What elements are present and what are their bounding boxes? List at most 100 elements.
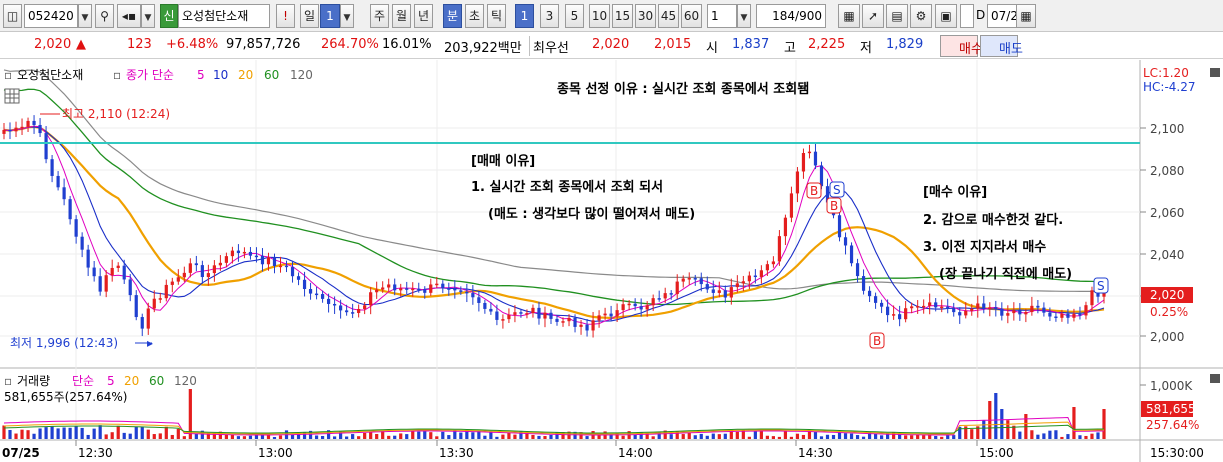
minute-60-button[interactable]: 60: [681, 4, 702, 28]
calendar-icon[interactable]: ▦: [1016, 4, 1036, 28]
stock-name-field[interactable]: 오성첨단소재: [178, 4, 270, 28]
d-checkbox[interactable]: [960, 4, 974, 28]
volume-bar: [194, 433, 198, 439]
interval-dropdown[interactable]: ▼: [737, 4, 751, 28]
minute-15-button[interactable]: 15: [612, 4, 633, 28]
volume-bar: [771, 436, 775, 439]
candle-body: [134, 295, 138, 318]
volume-bar: [687, 432, 691, 439]
volume-bar: [886, 433, 890, 439]
candle-body: [200, 265, 204, 278]
chart-toolbar: ◫ 052420 ▼ ⚲ ◂▪ ▼ 신 오성첨단소재 ! 일 1 ▼ 주 월 년…: [0, 0, 1223, 32]
svg-text:S: S: [1097, 279, 1105, 293]
volume-bar: [813, 431, 818, 439]
signal-sell-2[interactable]: S: [1093, 277, 1109, 294]
current-pct-tag-label: 0.25%: [1150, 305, 1188, 319]
candle-body: [735, 283, 739, 288]
candle-body: [813, 151, 818, 166]
candle-body: [224, 256, 229, 263]
stock-chart[interactable]: ▫ 오성첨단소재 ▫ 종가 단순 5 10 20 60 120 최고 2,110…: [0, 60, 1223, 462]
signal-buy-1[interactable]: B: [806, 182, 822, 199]
panel-menu-icon[interactable]: [1210, 68, 1220, 77]
sell-button[interactable]: 매도: [980, 35, 1023, 57]
volume-bar: [164, 426, 168, 439]
volume-bar: [272, 436, 277, 439]
indicator-icon[interactable]: ▦: [838, 4, 860, 28]
volume-bar: [777, 436, 782, 439]
minute-5-label: 5: [570, 9, 579, 23]
candle-body: [212, 265, 216, 274]
buy-button[interactable]: 매수: [940, 35, 983, 57]
candle-body: [561, 321, 565, 323]
minute-3-button[interactable]: 3: [540, 4, 559, 28]
annotation-trade-line2: (매도 : 생각보다 많이 떨어져서 매도): [488, 206, 695, 222]
volume-bar: [952, 435, 956, 439]
volume-bar: [609, 434, 613, 439]
tab-year[interactable]: 년: [414, 4, 433, 28]
volume-bar: [74, 426, 78, 439]
price-legend-bullet-2: ▫: [113, 68, 121, 82]
draw-tool-icon[interactable]: ➚: [862, 4, 884, 28]
signal-buy-2[interactable]: B: [826, 197, 842, 214]
best-quote-label: 최우선: [533, 41, 569, 56]
ma60-line: [3, 88, 1105, 306]
candle-body: [892, 314, 896, 316]
tab-day-count[interactable]: 1: [320, 4, 340, 28]
chevron-down-icon: ▼: [81, 13, 89, 23]
minute-30-button[interactable]: 30: [635, 4, 656, 28]
minute-10-button[interactable]: 10: [589, 4, 610, 28]
tab-tick[interactable]: 틱: [487, 4, 506, 28]
candle-body: [783, 217, 788, 237]
volume-bar: [699, 433, 703, 439]
signal-buy-3[interactable]: B: [869, 332, 885, 349]
layout-icon[interactable]: ◫: [3, 4, 22, 28]
screen-icon[interactable]: ▣: [935, 4, 957, 28]
candle-body: [302, 279, 307, 290]
history-icon[interactable]: ◂▪: [117, 4, 141, 28]
gear-icon[interactable]: ⚙: [910, 4, 932, 28]
tab-second[interactable]: 초: [465, 4, 484, 28]
warning-button[interactable]: !: [276, 4, 295, 28]
volume-bar: [224, 434, 229, 439]
volume-bar: [405, 434, 409, 439]
candle-body: [886, 306, 890, 316]
candle-body: [459, 290, 463, 292]
candle-body: [44, 133, 48, 160]
volume-bar: [693, 435, 697, 439]
candle-body: [693, 278, 697, 280]
tab-day[interactable]: 일: [300, 4, 319, 28]
volume-bar: [861, 436, 866, 439]
minute-45-button[interactable]: 45: [658, 4, 679, 28]
interval-input[interactable]: 1: [707, 4, 737, 28]
search-icon[interactable]: ⚲: [95, 4, 114, 28]
minute-5-button[interactable]: 5: [565, 4, 584, 28]
history-dropdown[interactable]: ▼: [141, 4, 155, 28]
volume-bar: [375, 433, 379, 439]
volume-bar: [873, 433, 878, 439]
volume-bar: [393, 435, 397, 439]
count-input[interactable]: 184/900: [756, 4, 826, 28]
turnover-rate: 16.01%: [382, 37, 432, 52]
day-count-dropdown[interactable]: ▼: [340, 4, 354, 28]
volume-bars: [2, 389, 1106, 439]
signal-sell-1[interactable]: S: [829, 181, 845, 198]
tab-minute[interactable]: 분: [443, 4, 462, 28]
stock-code-input[interactable]: 052420: [24, 4, 78, 28]
ma60-label: 60: [264, 68, 279, 82]
volume-bar: [351, 434, 355, 439]
panel-close-icon[interactable]: [1210, 374, 1220, 383]
tab-month[interactable]: 월: [392, 4, 411, 28]
interval-value: 1: [711, 9, 719, 23]
minute-1-button[interactable]: 1: [515, 4, 534, 28]
code-dropdown[interactable]: ▼: [78, 4, 92, 28]
volume-bar: [98, 425, 102, 439]
tab-week[interactable]: 주: [370, 4, 389, 28]
d-label: D: [976, 8, 986, 22]
candle-body: [140, 317, 144, 329]
candle-body: [351, 312, 355, 314]
volume-bar: [50, 426, 54, 439]
volume-bar: [567, 431, 571, 439]
save-icon[interactable]: ▤: [886, 4, 908, 28]
table-icon[interactable]: [4, 88, 20, 104]
candle-body: [501, 319, 505, 321]
